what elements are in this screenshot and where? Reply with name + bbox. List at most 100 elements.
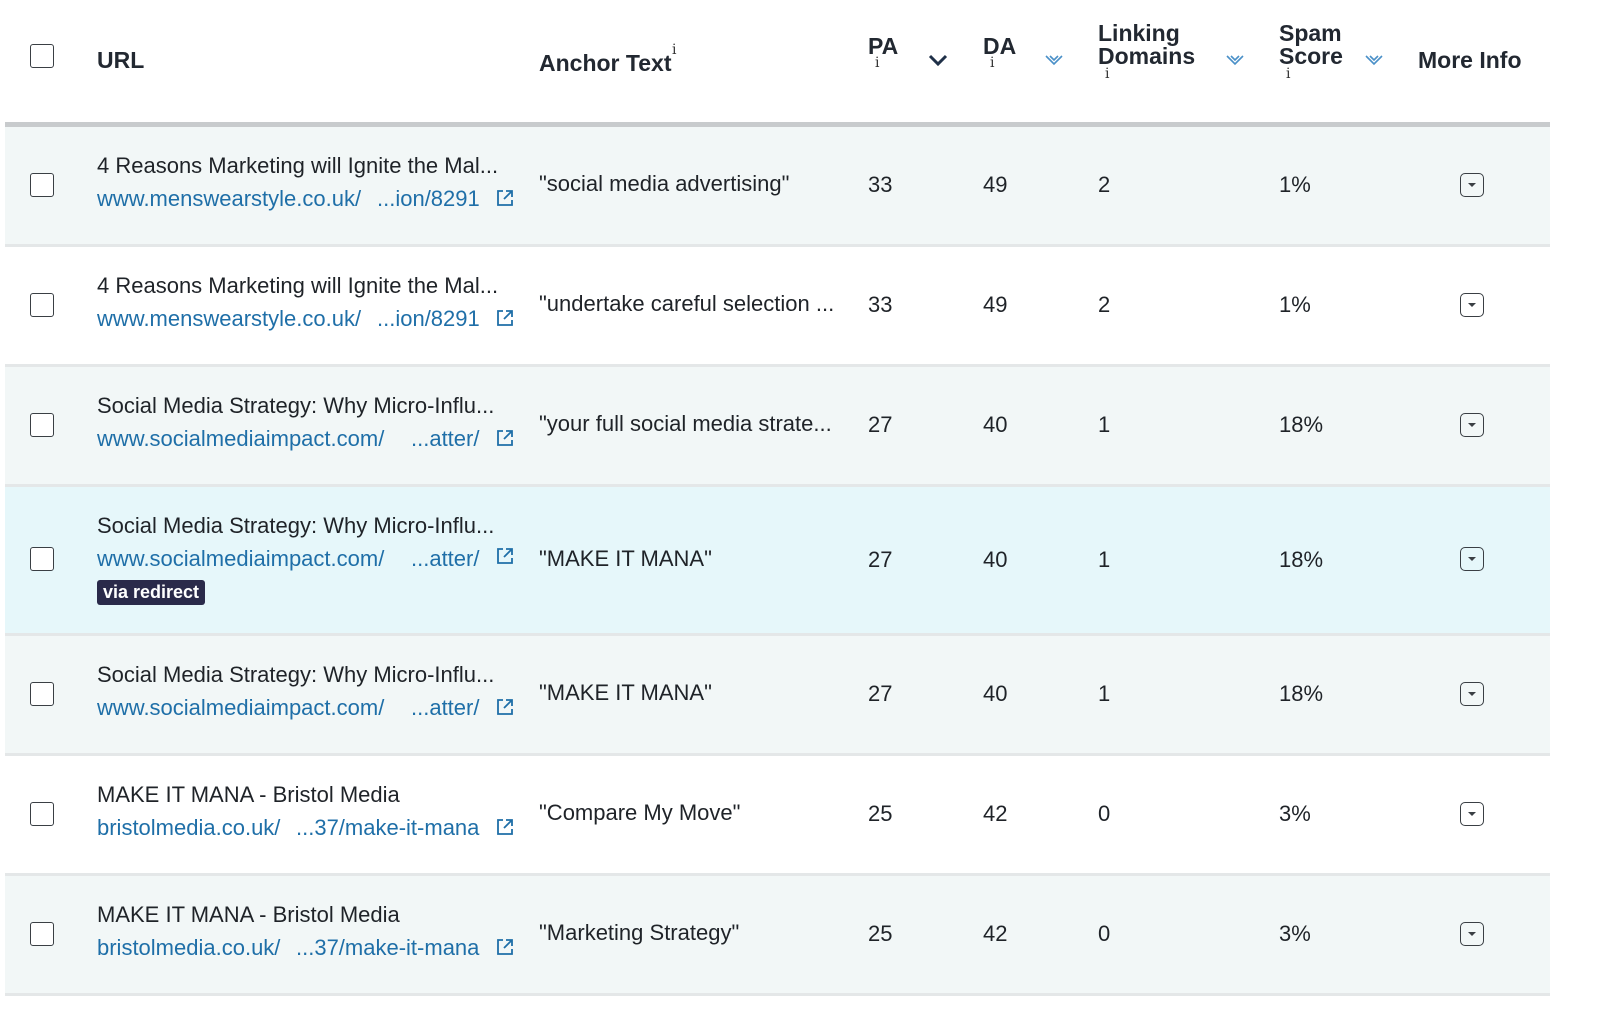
row-spam-score: 18% (1279, 412, 1324, 437)
header-more-info: More Info (1418, 47, 1522, 73)
linking-label-line2: Domains (1098, 43, 1196, 69)
da-sort-chevron-down-icon[interactable] (1044, 53, 1064, 67)
link-end: ...ion/8291 (377, 306, 480, 331)
link-start: www.menswearstyle.co.uk/ (97, 186, 362, 211)
table-row: 4 Reasons Marketing will Ignite the Mal.… (5, 127, 1550, 247)
row-linking-domains: 1 (1098, 681, 1111, 706)
row-spam-score: 1% (1279, 172, 1311, 197)
external-link-icon[interactable] (495, 308, 515, 328)
table-row: Social Media Strategy: Why Micro-Influ..… (5, 636, 1550, 756)
link-start: bristolmedia.co.uk/ (97, 815, 281, 840)
row-da: 40 (983, 681, 1008, 706)
row-page-title: 4 Reasons Marketing will Ignite the Mal.… (97, 273, 499, 298)
table-row: Social Media Strategy: Why Micro-Influ..… (5, 367, 1550, 487)
row-checkbox[interactable] (30, 173, 54, 197)
row-page-title: MAKE IT MANA - Bristol Media (97, 902, 400, 927)
more-info-dropdown-icon[interactable] (1460, 682, 1484, 706)
row-checkbox[interactable] (30, 547, 54, 571)
row-url-link[interactable]: www.menswearstyle.co.uk/ ...ion/8291 (97, 186, 480, 212)
spam-label-line2: Score (1279, 43, 1343, 69)
row-spam-score: 3% (1279, 801, 1311, 826)
da-info-icon[interactable]: i (990, 55, 995, 71)
spam-label-line1: Spam (1279, 20, 1342, 46)
external-link-icon[interactable] (495, 546, 515, 566)
row-pa: 25 (868, 921, 893, 946)
link-end: ...37/make-it-mana (296, 815, 480, 840)
more-info-dropdown-icon[interactable] (1460, 173, 1484, 197)
row-page-title: Social Media Strategy: Why Micro-Influ..… (97, 662, 495, 687)
row-checkbox[interactable] (30, 682, 54, 706)
row-checkbox[interactable] (30, 802, 54, 826)
row-page-title: Social Media Strategy: Why Micro-Influ..… (97, 393, 495, 418)
pa-sort-chevron-down-icon[interactable] (928, 53, 948, 67)
table-row: 4 Reasons Marketing will Ignite the Mal.… (5, 247, 1550, 367)
header-anchor-text[interactable]: Anchor Text (539, 50, 672, 76)
row-da: 49 (983, 172, 1008, 197)
row-checkbox[interactable] (30, 293, 54, 317)
row-da: 49 (983, 292, 1008, 317)
row-page-title: Social Media Strategy: Why Micro-Influ..… (97, 513, 495, 538)
row-url-link[interactable]: www.socialmediaimpact.com/ ...atter/ (97, 546, 479, 572)
row-url-link[interactable]: www.socialmediaimpact.com/ ...atter/ (97, 695, 479, 721)
more-info-dropdown-icon[interactable] (1460, 802, 1484, 826)
external-link-icon[interactable] (495, 428, 515, 448)
row-spam-score: 18% (1279, 681, 1324, 706)
row-pa: 25 (868, 801, 893, 826)
link-end: ...ion/8291 (377, 186, 480, 211)
link-start: www.socialmediaimpact.com/ (97, 546, 385, 571)
row-pa: 27 (868, 681, 893, 706)
link-end: ...atter/ (411, 546, 480, 571)
row-da: 42 (983, 921, 1008, 946)
row-linking-domains: 2 (1098, 172, 1111, 197)
row-spam-score: 18% (1279, 547, 1324, 572)
more-info-dropdown-icon[interactable] (1460, 413, 1484, 437)
row-page-title: MAKE IT MANA - Bristol Media (97, 782, 400, 807)
row-pa: 33 (868, 292, 893, 317)
spam-info-icon[interactable]: i (1286, 66, 1291, 82)
linking-info-icon[interactable]: i (1105, 66, 1110, 82)
row-pa: 27 (868, 547, 893, 572)
link-start: bristolmedia.co.uk/ (97, 935, 281, 960)
row-checkbox[interactable] (30, 922, 54, 946)
row-anchor-text: "Marketing Strategy" (539, 920, 740, 945)
row-url-link[interactable]: bristolmedia.co.uk/ ...37/make-it-mana (97, 935, 479, 961)
anchor-info-icon[interactable]: i (672, 42, 677, 58)
spam-sort-chevron-down-icon[interactable] (1364, 53, 1384, 67)
more-info-dropdown-icon[interactable] (1460, 547, 1484, 571)
header-da[interactable]: DA (983, 33, 1017, 59)
table-row: MAKE IT MANA - Bristol Media bristolmedi… (5, 876, 1550, 996)
header-url[interactable]: URL (97, 47, 145, 73)
table-row: Social Media Strategy: Why Micro-Influ..… (5, 487, 1550, 636)
external-link-icon[interactable] (495, 937, 515, 957)
row-anchor-text: "Compare My Move" (539, 800, 741, 825)
header-pa[interactable]: PA (868, 33, 899, 59)
external-link-icon[interactable] (495, 817, 515, 837)
row-da: 40 (983, 412, 1008, 437)
table-header: URL Anchor Text i PA i DA i Linking Doma… (5, 0, 1550, 127)
row-pa: 33 (868, 172, 893, 197)
external-link-icon[interactable] (495, 188, 515, 208)
more-info-dropdown-icon[interactable] (1460, 293, 1484, 317)
select-all-checkbox[interactable] (30, 44, 54, 68)
row-url-link[interactable]: bristolmedia.co.uk/ ...37/make-it-mana (97, 815, 479, 841)
row-checkbox[interactable] (30, 413, 54, 437)
row-linking-domains: 1 (1098, 547, 1111, 572)
linking-label-line1: Linking (1098, 20, 1180, 46)
row-anchor-text: "undertake careful selection ... (539, 291, 835, 316)
linking-sort-chevron-down-icon[interactable] (1225, 53, 1245, 67)
header-linking-domains[interactable]: Linking Domains (1098, 22, 1195, 68)
link-start: www.socialmediaimpact.com/ (97, 426, 385, 451)
external-link-icon[interactable] (495, 697, 515, 717)
row-anchor-text: "MAKE IT MANA" (539, 680, 712, 705)
row-spam-score: 3% (1279, 921, 1311, 946)
row-da: 42 (983, 801, 1008, 826)
link-start: www.menswearstyle.co.uk/ (97, 306, 362, 331)
link-end: ...atter/ (411, 695, 480, 720)
more-info-dropdown-icon[interactable] (1460, 922, 1484, 946)
header-spam-score[interactable]: Spam Score (1279, 22, 1343, 68)
row-linking-domains: 2 (1098, 292, 1111, 317)
row-url-link[interactable]: www.menswearstyle.co.uk/ ...ion/8291 (97, 306, 480, 332)
row-url-link[interactable]: www.socialmediaimpact.com/ ...atter/ (97, 426, 479, 452)
row-page-title: 4 Reasons Marketing will Ignite the Mal.… (97, 153, 499, 178)
pa-info-icon[interactable]: i (875, 55, 880, 71)
